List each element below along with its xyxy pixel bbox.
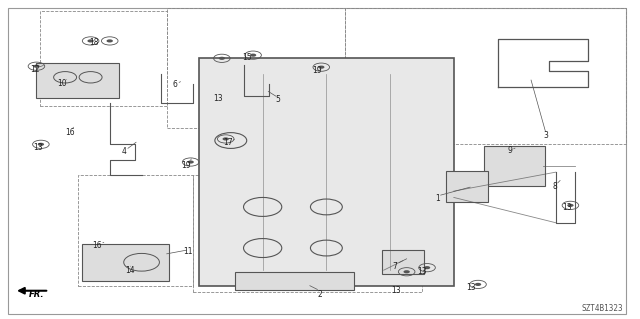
Text: 6: 6 <box>172 80 177 89</box>
Bar <box>346 8 626 144</box>
Text: 13: 13 <box>417 267 427 276</box>
Text: 19: 19 <box>312 66 323 75</box>
Text: 12: 12 <box>30 64 39 74</box>
Bar <box>40 11 167 106</box>
Circle shape <box>424 266 430 269</box>
Text: 3: 3 <box>543 131 548 140</box>
Text: 2: 2 <box>317 290 323 299</box>
Circle shape <box>33 65 40 68</box>
Text: 16: 16 <box>65 128 75 137</box>
Text: 13: 13 <box>33 143 42 152</box>
Circle shape <box>38 143 44 146</box>
Circle shape <box>250 54 256 57</box>
Circle shape <box>219 57 225 60</box>
FancyBboxPatch shape <box>445 171 488 202</box>
Text: 9: 9 <box>508 146 513 155</box>
FancyBboxPatch shape <box>382 250 424 274</box>
Bar <box>193 175 422 292</box>
Text: 15: 15 <box>242 53 252 62</box>
Text: 13: 13 <box>392 286 401 295</box>
Circle shape <box>88 39 94 42</box>
Text: 5: 5 <box>275 95 280 104</box>
Text: 17: 17 <box>223 137 232 147</box>
FancyBboxPatch shape <box>484 146 545 186</box>
Text: 1: 1 <box>435 194 440 203</box>
Text: 13: 13 <box>466 283 476 292</box>
Text: 18: 18 <box>89 38 99 47</box>
Bar <box>167 8 346 128</box>
Text: 8: 8 <box>552 182 557 191</box>
Text: 11: 11 <box>182 247 192 256</box>
Text: 7: 7 <box>393 262 397 271</box>
Circle shape <box>188 160 194 164</box>
Circle shape <box>403 270 410 273</box>
Text: FR.: FR. <box>29 290 44 299</box>
Text: SZT4B1323: SZT4B1323 <box>581 304 623 313</box>
FancyBboxPatch shape <box>83 244 169 281</box>
Text: 14: 14 <box>125 266 135 275</box>
FancyBboxPatch shape <box>36 63 119 98</box>
Circle shape <box>475 283 481 286</box>
Bar <box>78 175 193 286</box>
Text: 13: 13 <box>562 203 572 212</box>
Text: 16: 16 <box>92 241 102 250</box>
Text: 10: 10 <box>57 79 67 88</box>
FancyBboxPatch shape <box>236 272 354 290</box>
Circle shape <box>567 204 573 207</box>
Circle shape <box>106 39 113 42</box>
Text: 19: 19 <box>181 161 191 170</box>
Circle shape <box>223 137 229 141</box>
Text: 4: 4 <box>122 147 126 156</box>
Circle shape <box>318 66 324 69</box>
FancyBboxPatch shape <box>199 58 454 286</box>
Text: 13: 13 <box>213 94 223 103</box>
